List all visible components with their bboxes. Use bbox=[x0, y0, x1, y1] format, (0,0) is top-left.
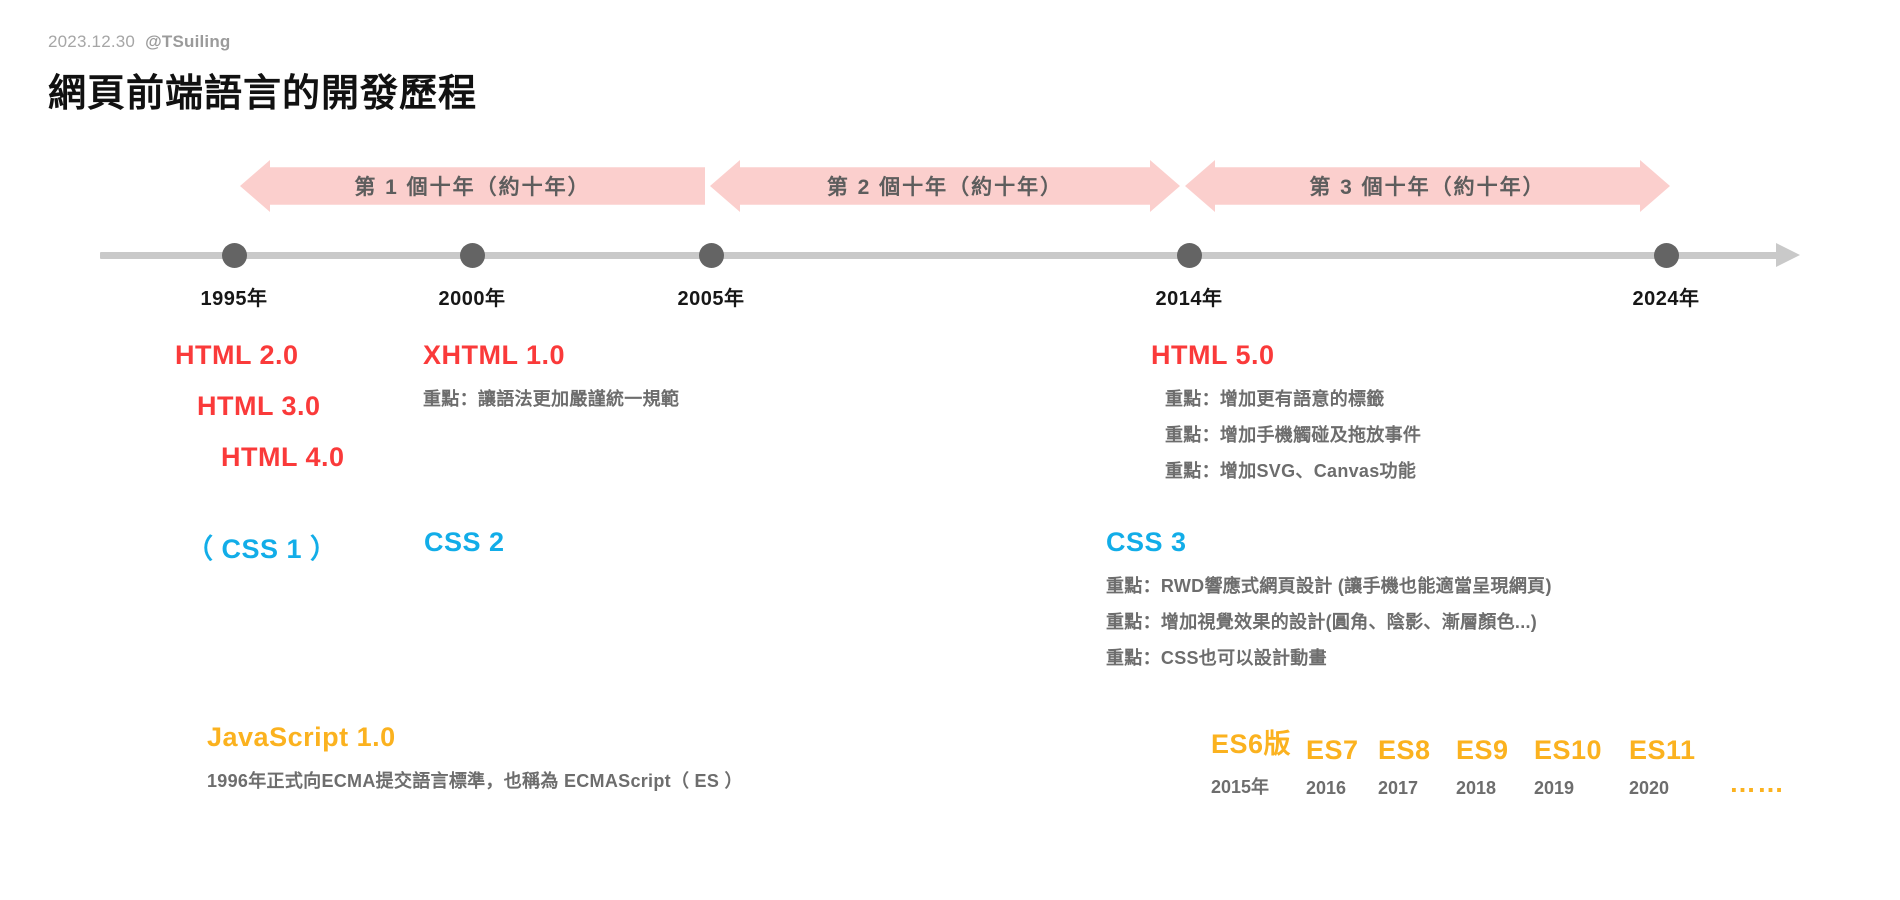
es-version-item: ES10 2019 bbox=[1534, 735, 1629, 799]
timeline-axis-arrow-icon bbox=[1776, 243, 1800, 267]
decade-arrow-shape bbox=[1185, 160, 1670, 212]
decade-band-1: 第 1 個十年（約十年） bbox=[240, 160, 705, 212]
css3-detail: 重點：增加視覺效果的設計(圓角、陰影、漸層顏色...) bbox=[1106, 612, 1538, 632]
decade-band-label: 第 3 個十年（約十年） bbox=[1309, 176, 1546, 199]
publish-date: 2023.12.30 bbox=[48, 32, 136, 51]
es-version-name: ES7 bbox=[1306, 735, 1359, 765]
es-version-item: ES9 2018 bbox=[1456, 735, 1534, 799]
decade-arrow-shape bbox=[710, 160, 1180, 212]
timeline-dot-1995 bbox=[222, 243, 247, 268]
javascript-detail: 1996年正式向ECMA提交語言標準，也稱為 ECMAScript（ ES ） bbox=[207, 771, 743, 791]
html-version-label: HTML 4.0 bbox=[221, 442, 345, 472]
es-version-name: ES8 bbox=[1378, 735, 1431, 765]
es-version-name: ES9 bbox=[1456, 735, 1509, 765]
javascript-title: JavaScript 1.0 bbox=[207, 722, 396, 752]
es-version-item: ES6版 2015年 bbox=[1211, 722, 1306, 799]
es-versions-ellipsis-item: …… bbox=[1729, 768, 1785, 799]
axis-year-label: 2005年 bbox=[677, 288, 745, 310]
es-versions-block: ES6版 2015年 ES7 2016 ES8 2017 ES9 2018 ES… bbox=[1211, 722, 1785, 799]
axis-year-label: 2000年 bbox=[438, 288, 506, 310]
css3-block: CSS 3 重點：RWD響應式網頁設計 (讓手機也能適當呈現網頁) 重點：增加視… bbox=[1106, 527, 1552, 670]
es-version-year: 2020 bbox=[1629, 778, 1670, 798]
meta-line: 2023.12.30 @TSuiling bbox=[48, 32, 477, 52]
es-version-year: 2017 bbox=[1378, 778, 1419, 798]
css1-block: （ CSS 1 ） bbox=[186, 527, 338, 566]
es-versions-ellipsis: …… bbox=[1729, 768, 1785, 798]
decade-band-label: 第 2 個十年（約十年） bbox=[826, 176, 1064, 199]
es-version-name: ES10 bbox=[1534, 735, 1603, 765]
css2-title: CSS 2 bbox=[424, 527, 505, 557]
axis-year-label: 2014年 bbox=[1155, 288, 1223, 310]
xhtml-detail: 重點：讓語法更加嚴謹統一規範 bbox=[423, 389, 680, 409]
timeline-dot-2005 bbox=[699, 243, 724, 268]
html5-detail: 重點：增加SVG、Canvas功能 bbox=[1165, 461, 1417, 481]
es-version-year: 2015年 bbox=[1211, 777, 1270, 797]
html5-detail: 重點：增加手機觸碰及拖放事件 bbox=[1165, 425, 1422, 445]
axis-year-label: 1995年 bbox=[200, 288, 268, 310]
timeline-dot-2000 bbox=[460, 243, 485, 268]
decade-band-label: 第 1 個十年（約十年） bbox=[354, 176, 591, 199]
css3-detail: 重點：CSS也可以設計動畫 bbox=[1106, 648, 1327, 668]
css1-title: （ CSS 1 ） bbox=[186, 534, 338, 564]
html-early-block: HTML 2.0 HTML 3.0 HTML 4.0 bbox=[175, 340, 345, 493]
decade-arrow-shape bbox=[240, 160, 705, 212]
page-title: 網頁前端語言的開發歷程 bbox=[48, 73, 478, 115]
es-version-item: ES11 2020 bbox=[1629, 735, 1729, 799]
timeline-dot-2024 bbox=[1654, 243, 1679, 268]
javascript-block: JavaScript 1.0 1996年正式向ECMA提交語言標準，也稱為 EC… bbox=[207, 722, 743, 793]
es-version-item: ES7 2016 bbox=[1306, 735, 1378, 799]
xhtml-title: XHTML 1.0 bbox=[423, 340, 566, 370]
es-version-year: 2019 bbox=[1534, 778, 1575, 798]
es-version-item: ES8 2017 bbox=[1378, 735, 1456, 799]
decade-band-3: 第 3 個十年（約十年） bbox=[1185, 160, 1670, 212]
es-version-year: 2018 bbox=[1456, 778, 1497, 798]
html5-title: HTML 5.0 bbox=[1151, 340, 1275, 370]
axis-year-label: 2024年 bbox=[1632, 288, 1700, 310]
html5-detail: 重點：增加更有語意的標籤 bbox=[1165, 389, 1385, 409]
es-version-year: 2016 bbox=[1306, 778, 1347, 798]
es-version-name: ES6版 bbox=[1211, 729, 1292, 759]
es-version-name: ES11 bbox=[1629, 735, 1696, 765]
decade-band-2: 第 2 個十年（約十年） bbox=[710, 160, 1180, 212]
html5-block: HTML 5.0 重點：增加更有語意的標籤 重點：增加手機觸碰及拖放事件 重點：… bbox=[1151, 340, 1421, 483]
html-version-label: HTML 2.0 bbox=[175, 340, 299, 370]
html-version-label: HTML 3.0 bbox=[197, 391, 321, 421]
css2-block: CSS 2 bbox=[424, 527, 505, 558]
timeline-dot-2014 bbox=[1177, 243, 1202, 268]
css3-title: CSS 3 bbox=[1106, 527, 1187, 557]
timeline-axis bbox=[100, 252, 1780, 259]
css3-detail: 重點：RWD響應式網頁設計 (讓手機也能適當呈現網頁) bbox=[1106, 576, 1552, 596]
page-header: 2023.12.30 @TSuiling 網頁前端語言的開發歷程 bbox=[48, 32, 477, 117]
xhtml-block: XHTML 1.0 重點：讓語法更加嚴謹統一規範 bbox=[423, 340, 679, 411]
author-handle: @TSuiling bbox=[145, 32, 231, 51]
